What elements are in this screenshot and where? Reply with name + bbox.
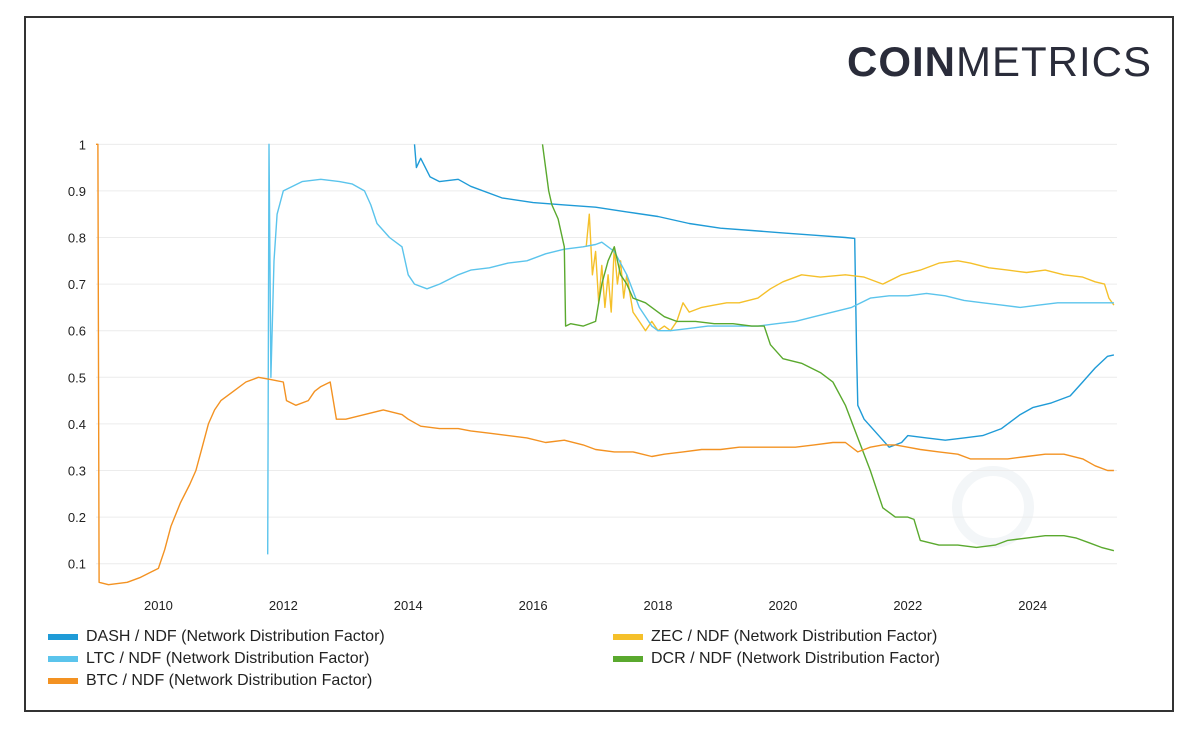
y-tick-label: 0.8 xyxy=(68,231,86,246)
legend-label: DCR / NDF (Network Distribution Factor) xyxy=(651,650,940,667)
y-axis-ticks: 0.1 0.2 0.3 0.4 0.5 0.6 0.7 0.8 0.9 1 xyxy=(68,137,86,571)
legend-item: ZEC / NDF (Network Distribution Factor) xyxy=(613,628,937,646)
x-tick-label: 2018 xyxy=(644,598,673,613)
y-tick-label: 0.5 xyxy=(68,370,86,385)
series-line-dash xyxy=(413,144,1115,448)
y-tick-label: 0.1 xyxy=(68,557,86,572)
legend-item: DCR / NDF (Network Distribution Factor) xyxy=(613,650,940,668)
y-tick-label: 0.7 xyxy=(68,277,86,292)
legend-swatch xyxy=(613,656,643,662)
y-tick-label: 0.6 xyxy=(68,324,86,339)
series-lines xyxy=(96,143,1115,586)
legend-item: LTC / NDF (Network Distribution Factor) xyxy=(48,650,369,668)
brand-logo-bold: COIN xyxy=(847,38,956,85)
series-line-ltc xyxy=(267,143,1114,555)
series-line-btc xyxy=(96,143,1114,586)
legend-swatch xyxy=(613,634,643,640)
legend-swatch xyxy=(48,656,78,662)
legend-label: LTC / NDF (Network Distribution Factor) xyxy=(86,650,370,667)
x-tick-label: 2012 xyxy=(269,598,298,613)
x-tick-label: 2016 xyxy=(519,598,548,613)
legend-label: DASH / NDF (Network Distribution Factor) xyxy=(86,628,385,645)
legend-label: BTC / NDF (Network Distribution Factor) xyxy=(86,672,373,689)
legend-swatch xyxy=(48,634,78,640)
x-tick-label: 2022 xyxy=(893,598,922,613)
legend-item: BTC / NDF (Network Distribution Factor) xyxy=(48,672,372,690)
y-tick-label: 0.9 xyxy=(68,184,86,199)
brand-logo-light: METRICS xyxy=(956,38,1152,85)
series-line-zec xyxy=(585,213,1115,332)
y-tick-label: 1 xyxy=(79,137,86,152)
x-tick-label: 2020 xyxy=(768,598,797,613)
x-tick-label: 2010 xyxy=(144,598,173,613)
x-tick-label: 2014 xyxy=(394,598,423,613)
brand-logo: COINMETRICS xyxy=(847,38,1152,86)
y-tick-label: 0.3 xyxy=(68,464,86,479)
y-tick-label: 0.2 xyxy=(68,510,86,525)
legend-swatch xyxy=(48,678,78,684)
legend-item: DASH / NDF (Network Distribution Factor) xyxy=(48,628,385,646)
grid-lines xyxy=(96,143,1117,565)
chart-frame xyxy=(24,16,1174,712)
x-tick-label: 2024 xyxy=(1018,598,1047,613)
x-axis-ticks: 2010 2012 2014 2016 2018 2020 2022 2024 xyxy=(144,598,1047,613)
y-tick-label: 0.4 xyxy=(68,417,86,432)
watermark-icon xyxy=(952,466,1034,548)
series-line-dcr xyxy=(541,144,1115,552)
legend-label: ZEC / NDF (Network Distribution Factor) xyxy=(651,628,938,645)
